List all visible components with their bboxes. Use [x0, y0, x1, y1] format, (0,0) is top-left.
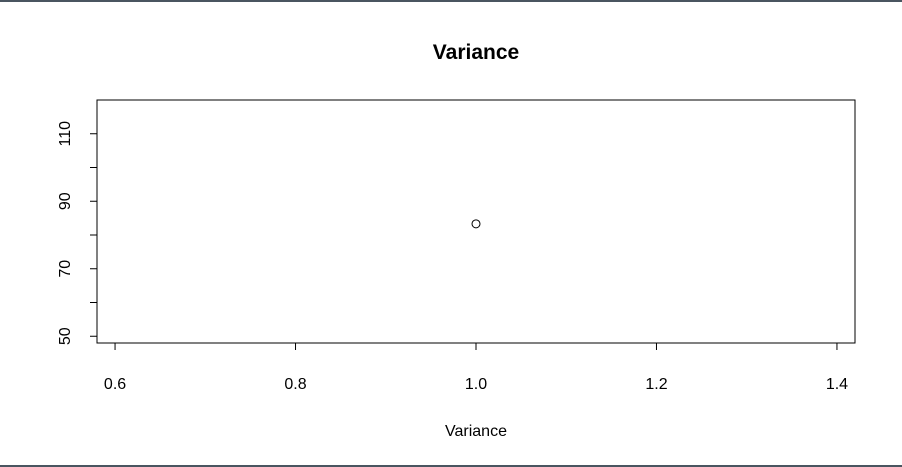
y-tick-label: 110 — [57, 121, 74, 147]
y-tick-label: 90 — [57, 192, 74, 210]
data-points — [471, 219, 481, 229]
x-tick-label: 1.0 — [465, 376, 487, 393]
x-tick-label: 1.2 — [645, 376, 667, 393]
plot-area-box — [96, 99, 856, 344]
x-tick-label: 0.8 — [284, 376, 306, 393]
x-tick-label: 0.6 — [104, 376, 126, 393]
x-tick-label: 1.4 — [826, 376, 848, 393]
y-axis: 50 70 90 110 — [57, 121, 98, 345]
data-point — [471, 219, 481, 229]
x-axis: 0.6 0.8 1.0 1.2 1.4 — [104, 342, 848, 393]
chart-title: Variance — [433, 41, 519, 64]
y-tick-label: 70 — [57, 260, 74, 278]
y-tick-label: 50 — [57, 327, 74, 345]
x-axis-label: Variance — [445, 423, 507, 440]
